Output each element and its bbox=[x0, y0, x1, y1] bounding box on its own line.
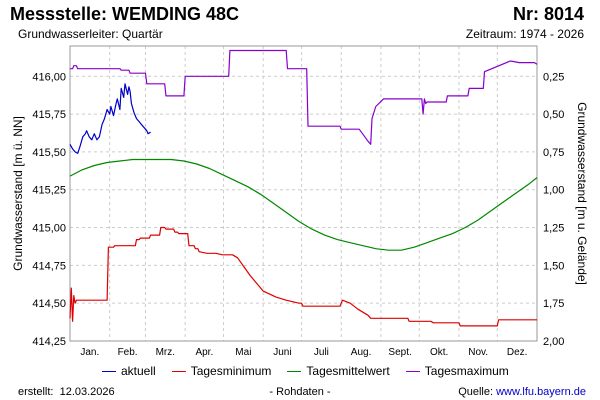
x-tick-label: Okt. bbox=[430, 347, 448, 358]
y-axis-label-left: Grundwasserstand [m ü. NN] bbox=[11, 116, 25, 271]
source-label: Quelle: bbox=[458, 386, 494, 398]
x-tick-label: Jan. bbox=[80, 347, 99, 358]
y-tick-label: 416,00 bbox=[32, 71, 66, 83]
x-tick-label: Mai bbox=[235, 347, 251, 358]
y-tick-label: 414,75 bbox=[32, 260, 66, 272]
y2-tick-label: 1,50 bbox=[543, 260, 564, 272]
y2-tick-label: 0,25 bbox=[543, 71, 564, 83]
y-tick-label: 415,00 bbox=[32, 223, 66, 235]
legend-label-mittel: Tagesmittelwert bbox=[306, 364, 390, 378]
y2-tick-label: 0,50 bbox=[543, 109, 564, 121]
x-tick-label: Dez. bbox=[507, 347, 528, 358]
x-tick-label: Aug. bbox=[351, 347, 372, 358]
series-aktuell bbox=[69, 83, 151, 154]
x-tick-label: Feb. bbox=[118, 347, 138, 358]
legend-item-minimum: Tagesminimum bbox=[171, 364, 272, 378]
station-title: Messstelle: WEMDING 48C bbox=[10, 4, 240, 24]
legend-item-mittel: Tagesmittelwert bbox=[287, 364, 390, 378]
legend-item-aktuell: aktuell bbox=[102, 364, 156, 378]
created-label: erstellt: bbox=[18, 386, 54, 398]
x-tick-label: Nov. bbox=[468, 347, 488, 358]
x-tick-label: Sept. bbox=[388, 347, 411, 358]
y-tick-label: 414,50 bbox=[32, 298, 66, 310]
source-info: Quelle: www.lfu.bayern.de bbox=[458, 386, 586, 398]
y-tick-label: 415,50 bbox=[32, 147, 66, 159]
created-info: erstellt: 12.03.2026 bbox=[18, 386, 115, 398]
plot-frame bbox=[69, 45, 538, 342]
legend-swatch-aktuell bbox=[102, 370, 116, 372]
y2-tick-label: 0,75 bbox=[543, 147, 564, 159]
legend-item-maximum: Tagesmaximum bbox=[405, 364, 509, 378]
legend-label-maximum: Tagesmaximum bbox=[424, 364, 509, 378]
y2-tick-label: 1,00 bbox=[543, 185, 564, 197]
y2-tick-label: 2,00 bbox=[543, 336, 564, 348]
chart-series bbox=[69, 49, 538, 327]
chart-grid bbox=[70, 46, 537, 342]
x-tick-label: Apr. bbox=[195, 347, 213, 358]
y-tick-label: 414,25 bbox=[32, 336, 66, 348]
legend-swatch-maximum bbox=[405, 370, 420, 372]
legend-swatch-mittel bbox=[287, 370, 302, 372]
series-tagesmaximum bbox=[70, 49, 538, 145]
series-tagesmittelwert bbox=[69, 158, 538, 251]
y-tick-label: 415,25 bbox=[32, 185, 66, 197]
y2-tick-label: 1,25 bbox=[543, 223, 564, 235]
x-tick-label: Mrz. bbox=[156, 347, 175, 358]
y-tick-label: 415,75 bbox=[32, 109, 66, 121]
y-axis-label-right: Grundwasserstand [m u. Gelände] bbox=[575, 102, 589, 285]
x-tick-label: Juli bbox=[314, 347, 329, 358]
aquifer-label: Grundwasserleiter: Quartär bbox=[18, 27, 163, 41]
raw-data-note: - Rohdaten - bbox=[269, 386, 331, 398]
chart-axes: 414,25 414,50 414,75 415,00 415,25 415,50 415,… bbox=[32, 71, 564, 358]
y2-tick-label: 1,75 bbox=[543, 298, 564, 310]
station-number: Nr: 8014 bbox=[512, 4, 584, 24]
period-label: Zeitraum: 1974 - 2026 bbox=[465, 27, 584, 41]
series-tagesminimum bbox=[69, 226, 537, 327]
legend-label-aktuell: aktuell bbox=[121, 364, 156, 378]
x-tick-label: Juni bbox=[273, 347, 291, 358]
source-link[interactable]: www.lfu.bayern.de bbox=[496, 386, 586, 398]
created-date: 12.03.2026 bbox=[59, 386, 115, 398]
legend-swatch-minimum bbox=[171, 370, 186, 372]
chart-legend: aktuell Tagesminimum Tagesmittelwert Tag… bbox=[102, 364, 525, 378]
legend-label-minimum: Tagesminimum bbox=[190, 364, 272, 378]
